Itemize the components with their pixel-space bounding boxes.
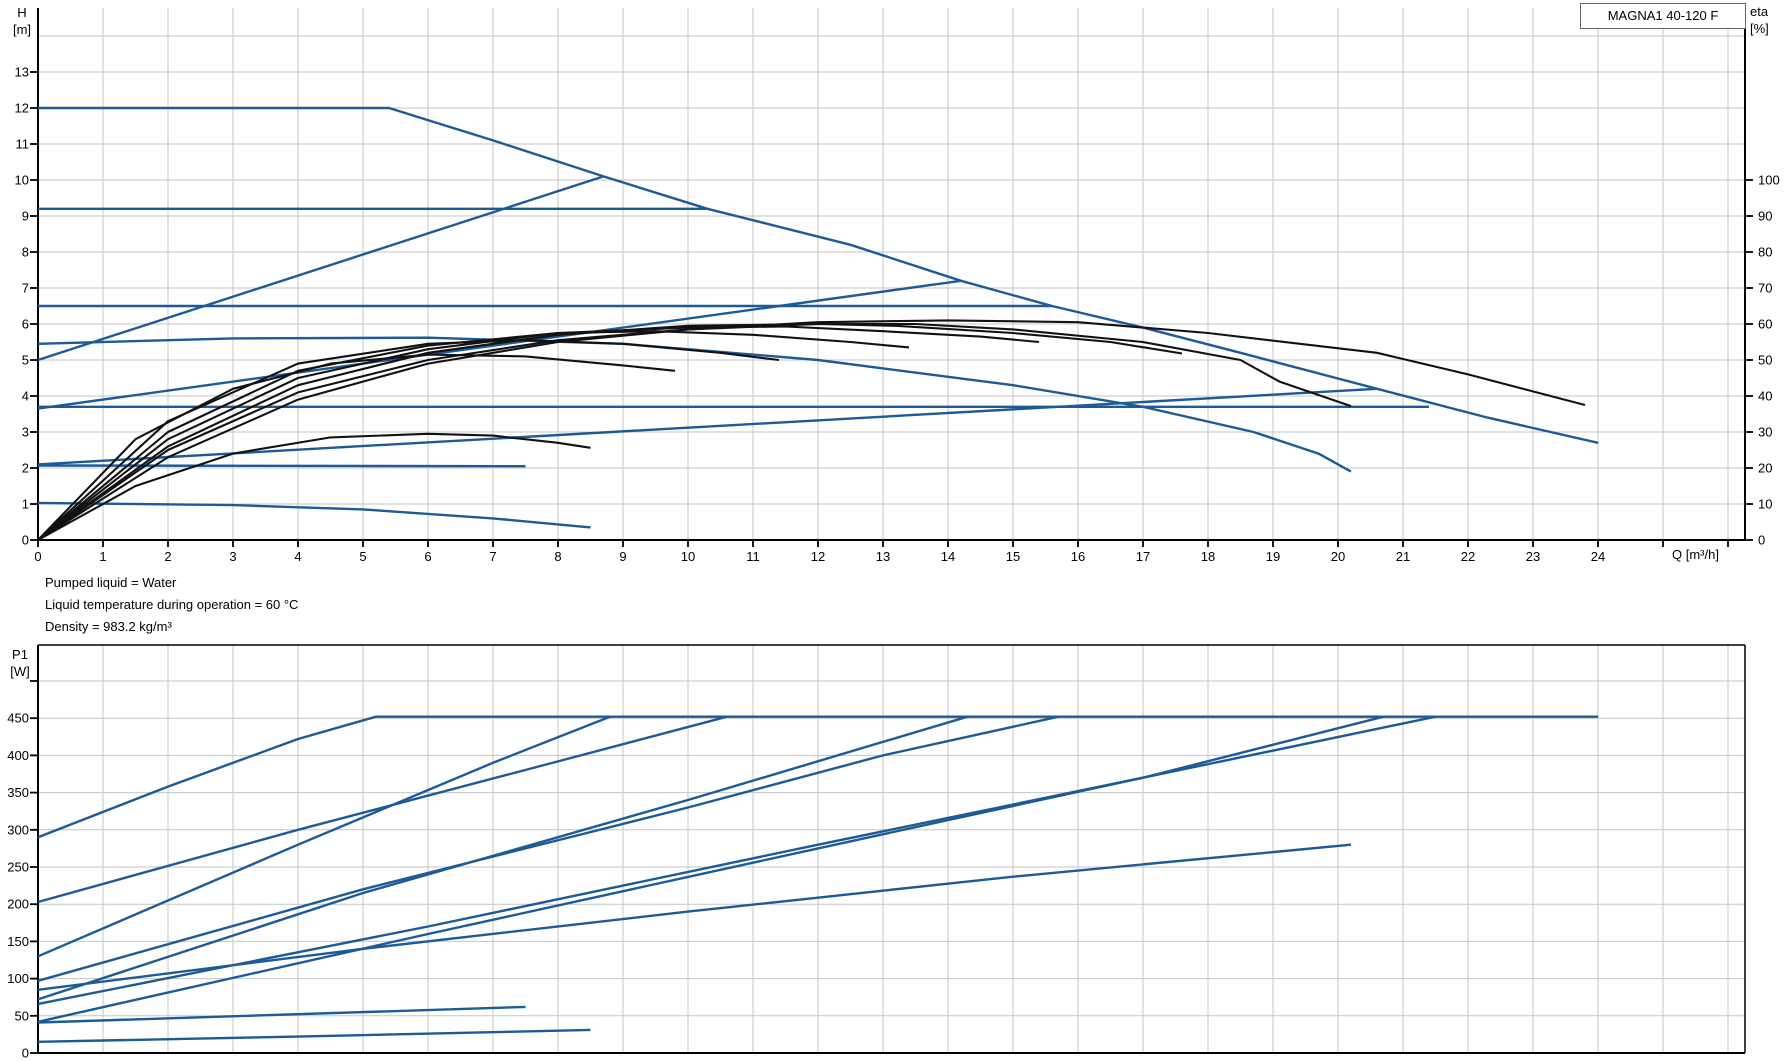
p1-tick-label: 450	[7, 711, 29, 726]
liquid-info-block: Pumped liquid = Water Liquid temperature…	[45, 572, 298, 638]
p1-tick-label: 350	[7, 785, 29, 800]
q-tick-label: 10	[681, 549, 695, 564]
q-tick-label: 6	[424, 549, 431, 564]
curve-prop-pressure-high	[37, 175, 604, 362]
curve-eta-speed-7	[37, 353, 676, 541]
h-tick-label: 0	[22, 533, 29, 548]
eta-tick-label: 30	[1758, 425, 1772, 440]
q-tick-label: 0	[34, 549, 41, 564]
curve-p1-reduced-speed	[37, 843, 1352, 991]
q-tick-label: 1	[99, 549, 106, 564]
eta-tick-label: 20	[1758, 461, 1772, 476]
q-tick-label: 22	[1461, 549, 1475, 564]
curve-eta-min-speed	[37, 432, 591, 541]
h-tick-label: 9	[22, 209, 29, 224]
curve-p1-const-pressure-3.7	[37, 715, 1436, 1006]
curve-p1-const-pressure-2.1	[37, 1005, 526, 1024]
q-tick-label: 5	[359, 549, 366, 564]
info-liquid-temperature: Liquid temperature during operation = 60…	[45, 597, 299, 612]
p1-axis-label: P1 [W]	[10, 647, 30, 679]
curve-p1-prop-pressure-low	[37, 715, 1384, 1023]
q-tick-label: 12	[811, 549, 825, 564]
pump-title: MAGNA1 40-120 F	[1607, 8, 1719, 23]
p1-tick-label: 150	[7, 934, 29, 949]
p1-tick-label: 250	[7, 860, 29, 875]
curve-eta-speed-3	[37, 322, 1183, 541]
p1-tick-label: 50	[15, 1008, 29, 1023]
q-tick-label: 9	[619, 549, 626, 564]
curve-p1-const-pressure-9.2	[37, 715, 728, 904]
q-tick-label: 11	[746, 549, 760, 564]
h-tick-label: 11	[16, 137, 30, 152]
q-tick-label: 4	[294, 549, 301, 564]
q-tick-label: 19	[1266, 549, 1280, 564]
eta-tick-label: 80	[1758, 245, 1772, 260]
q-tick-label: 14	[941, 549, 955, 564]
h-axis-label: H [m]	[12, 5, 32, 37]
eta-tick-label: 70	[1758, 281, 1772, 296]
curve-p1-const-pressure-6.5	[37, 715, 1059, 982]
p1-tick-label: 100	[7, 971, 29, 986]
eta-tick-label: 100	[1758, 173, 1780, 188]
q-tick-label: 7	[489, 549, 496, 564]
p1-tick-label: 0	[22, 1046, 29, 1061]
curve-p1-max-speed	[37, 715, 1598, 839]
q-tick-label: 18	[1201, 549, 1215, 564]
q-tick-label: 8	[554, 549, 561, 564]
h-tick-label: 12	[15, 101, 29, 116]
p1-tick-label: 300	[7, 822, 29, 837]
eta-tick-label: 0	[1758, 533, 1765, 548]
h-tick-label: 8	[22, 245, 29, 260]
curve-p1-min-speed	[37, 1028, 591, 1043]
info-pumped-liquid: Pumped liquid = Water	[45, 575, 177, 590]
h-tick-label: 6	[22, 317, 29, 332]
q-tick-label: 16	[1071, 549, 1085, 564]
eta-axis-label: eta [%]	[1750, 4, 1769, 36]
eta-tick-label: 50	[1758, 353, 1772, 368]
q-tick-label: 3	[229, 549, 236, 564]
curve-eta-speed-4	[37, 325, 1040, 541]
eta-tick-label: 60	[1758, 317, 1772, 332]
h-tick-label: 7	[22, 281, 29, 296]
q-tick-label: 20	[1331, 549, 1345, 564]
curve-reduced-speed-curve	[37, 336, 1352, 473]
curve-p1-prop-pressure-mid	[37, 715, 968, 1001]
curve-eta-speed-5	[37, 330, 910, 541]
p1-tick-label: 400	[7, 748, 29, 763]
eta-tick-label: 90	[1758, 209, 1772, 224]
eta-tick-label: 10	[1758, 497, 1772, 512]
curve-prop-pressure-low	[37, 387, 1378, 466]
p1-tick-label: 200	[7, 897, 29, 912]
q-tick-label: 15	[1006, 549, 1020, 564]
q-tick-label: 24	[1591, 549, 1605, 564]
q-tick-label: 21	[1396, 549, 1410, 564]
q-tick-label: 17	[1136, 549, 1150, 564]
h-tick-label: 13	[15, 65, 29, 80]
eta-tick-label: 40	[1758, 389, 1772, 404]
curve-eta-max-speed	[37, 319, 1586, 541]
h-tick-label: 2	[22, 461, 29, 476]
q-tick-label: 13	[876, 549, 890, 564]
info-density: Density = 983.2 kg/m³	[45, 619, 172, 634]
q-tick-label: 2	[164, 549, 171, 564]
curve-prop-pressure-mid	[37, 279, 962, 410]
curve-p1-prop-pressure-high	[37, 715, 611, 958]
q-tick-label: 23	[1526, 549, 1540, 564]
h-tick-label: 5	[22, 353, 29, 368]
q-axis-label: Q [m³/h]	[1672, 547, 1719, 562]
h-tick-label: 1	[22, 497, 29, 512]
curve-min-speed-curve	[37, 501, 591, 529]
h-tick-label: 3	[22, 425, 29, 440]
h-tick-label: 10	[15, 173, 29, 188]
pump-title-box: MAGNA1 40-120 F	[1580, 3, 1746, 29]
h-tick-label: 4	[22, 389, 29, 404]
